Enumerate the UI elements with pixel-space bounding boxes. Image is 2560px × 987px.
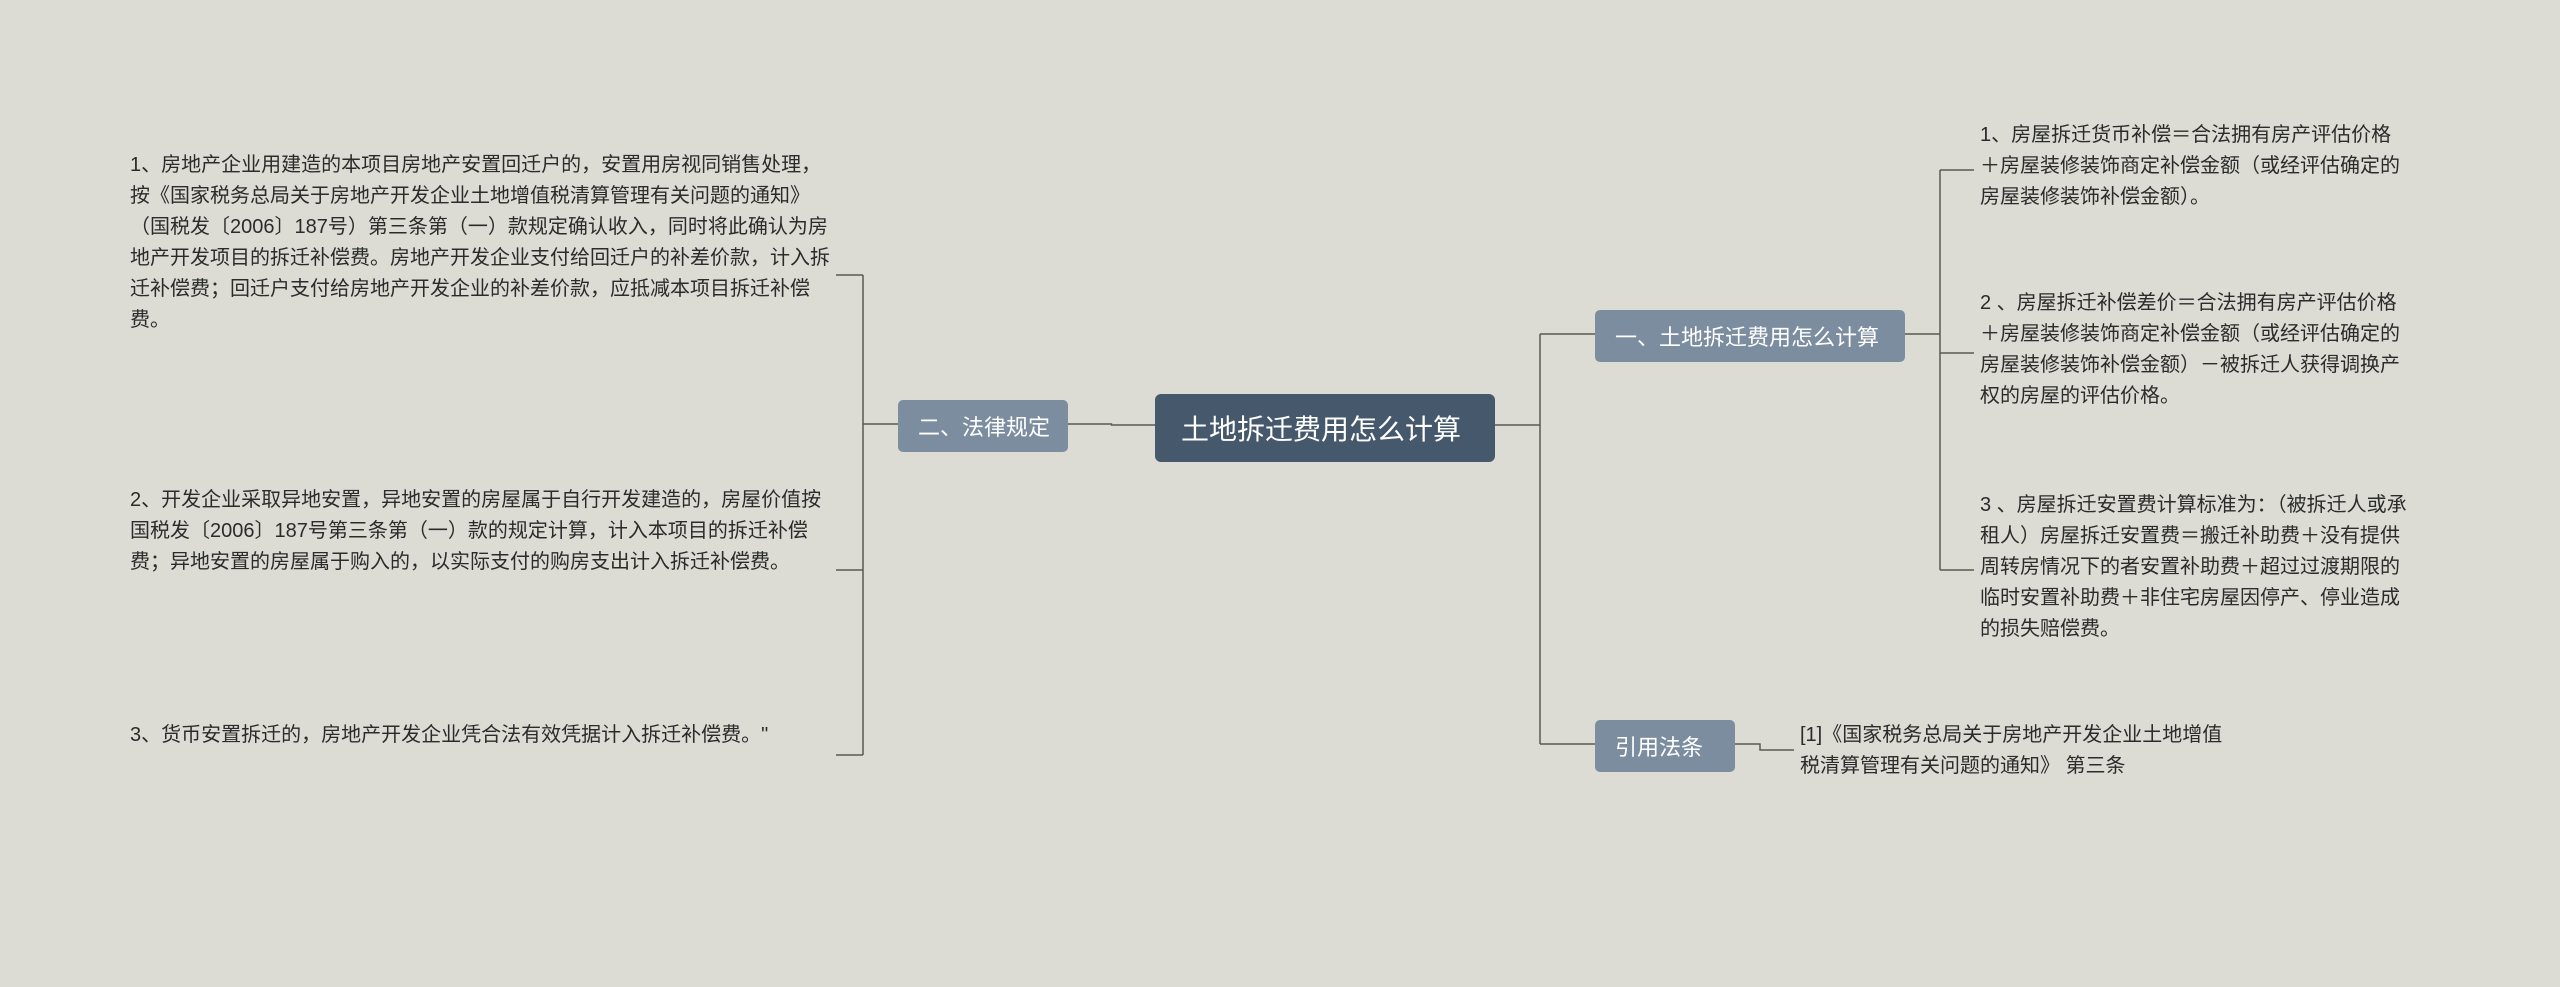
branch-calculation: 一、土地拆迁费用怎么计算: [1595, 310, 1905, 362]
leaf-calc-1: 1、房屋拆迁货币补偿＝合法拥有房产评估价格＋房屋装修装饰商定补偿金额（或经评估确…: [1980, 120, 2410, 213]
branch-citation: 引用法条: [1595, 720, 1735, 772]
leaf-calc-2: 2 、房屋拆迁补偿差价＝合法拥有房产评估价格＋房屋装修装饰商定补偿金额（或经评估…: [1980, 288, 2410, 412]
mindmap-root: 土地拆迁费用怎么计算: [1155, 394, 1495, 462]
leaf-legal-2: 2、开发企业采取异地安置，异地安置的房屋属于自行开发建造的，房屋价值按国税发〔2…: [130, 485, 830, 578]
leaf-legal-1: 1、房地产企业用建造的本项目房地产安置回迁户的，安置用房视同销售处理，按《国家税…: [130, 150, 830, 336]
branch-legal-provisions: 二、法律规定: [898, 400, 1068, 452]
leaf-legal-3: 3、货币安置拆迁的，房地产开发企业凭合法有效凭据计入拆迁补偿费。": [130, 720, 830, 751]
leaf-citation-1: [1]《国家税务总局关于房地产开发企业土地增值税清算管理有关问题的通知》 第三条: [1800, 720, 2240, 782]
leaf-calc-3: 3 、房屋拆迁安置费计算标准为：（被拆迁人或承租人）房屋拆迁安置费＝搬迁补助费＋…: [1980, 490, 2410, 645]
